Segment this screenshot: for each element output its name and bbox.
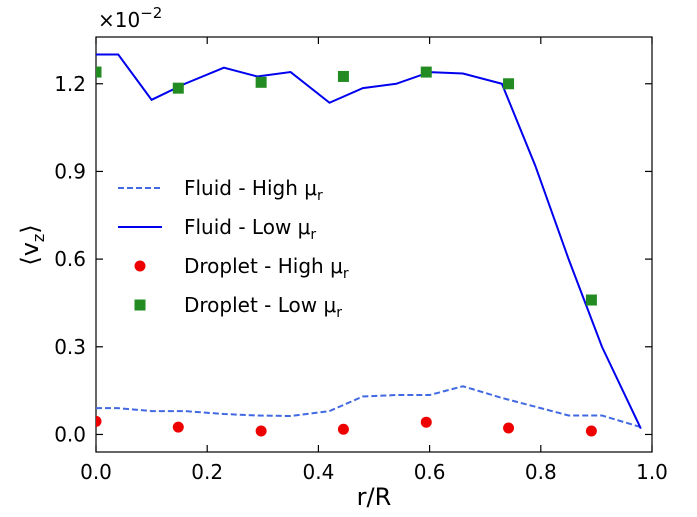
y-tick-label: 1.2 — [54, 72, 86, 96]
legend-label-main: Droplet - Low μ — [184, 293, 336, 317]
x-tick-label: 0.6 — [414, 460, 446, 484]
legend-label-sub: r — [343, 266, 349, 282]
legend-item: Droplet - High μr — [134, 254, 349, 282]
legend-item: Fluid - High μr — [118, 176, 323, 204]
legend-item: Fluid - Low μr — [118, 215, 316, 243]
legend-swatch — [134, 299, 146, 311]
series-2-point — [585, 425, 597, 437]
series-3-point — [337, 70, 349, 82]
plot-area — [96, 53, 642, 437]
legend-label-main: Droplet - High μ — [184, 254, 343, 278]
legend-item: Droplet - Low μr — [134, 293, 342, 321]
series-2-point — [420, 416, 432, 428]
y-axis-label-close: ⟩ — [16, 224, 44, 233]
y-tick-label: 0.6 — [54, 247, 86, 271]
y-axis-label: ⟨vz⟩ — [16, 224, 48, 265]
series-3-point — [420, 66, 432, 78]
series-2-point — [337, 423, 349, 435]
y-scale-exponent: −2 — [140, 4, 162, 22]
legend-label-sub: r — [317, 188, 323, 204]
legend-label: Droplet - Low μr — [184, 293, 342, 321]
legend-label-sub: r — [336, 305, 342, 321]
legend-label-main: Fluid - Low μ — [184, 215, 311, 239]
x-tick-label: 1.0 — [636, 460, 668, 484]
y-scale-factor: ×10−2 — [98, 4, 162, 32]
series-2-point — [96, 415, 102, 427]
x-tick-label: 0.8 — [525, 460, 557, 484]
series-3-point — [503, 78, 515, 90]
y-tick-label: 0.3 — [54, 335, 86, 359]
legend-label-main: Fluid - High μ — [184, 176, 317, 200]
series-3-point — [96, 66, 102, 78]
legend-label-sub: r — [310, 227, 316, 243]
y-axis-label-main: ⟨v — [16, 242, 44, 266]
legend-label: Fluid - Low μr — [184, 215, 316, 243]
legend-label: Fluid - High μr — [184, 176, 323, 204]
axes-frame — [95, 36, 653, 453]
x-tick-label: 0.4 — [302, 460, 334, 484]
y-scale-base: ×10 — [98, 8, 140, 32]
series-2-point — [503, 422, 515, 434]
series-2-point — [172, 421, 184, 433]
series-0-line — [96, 385, 642, 429]
axes — [95, 36, 653, 453]
x-tick-label: 0.2 — [191, 460, 223, 484]
x-axis-label: r/R — [357, 483, 392, 511]
legend-label: Droplet - High μr — [184, 254, 349, 282]
y-axis-label-sub: z — [29, 234, 48, 242]
y-tick-label: 0.0 — [54, 422, 86, 446]
y-tick-label: 0.9 — [54, 159, 86, 183]
x-tick-label: 0.0 — [80, 460, 112, 484]
series-2-point — [255, 425, 267, 437]
legend-swatch — [134, 260, 146, 272]
series-3-point — [585, 294, 597, 306]
series-3-point — [255, 76, 267, 88]
series-3-point — [172, 82, 184, 94]
series-1-line — [96, 53, 642, 430]
tick-group: 0.0 0.2 0.4 0.6 0.8 1.0 0.0 0.3 0.6 0.9 1.2 — [54, 37, 668, 484]
